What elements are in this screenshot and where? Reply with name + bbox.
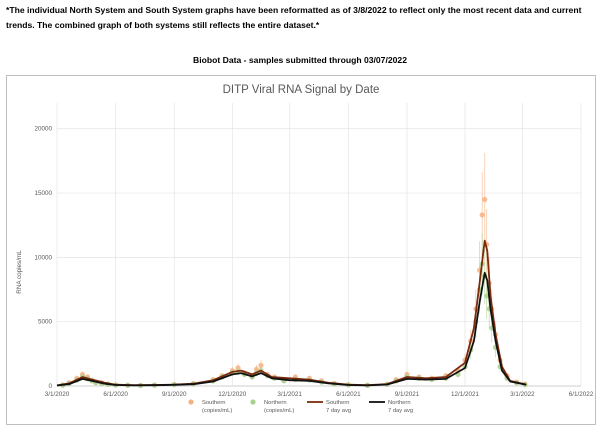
x-tick-label: 9/1/2020 [162,391,187,398]
legend-sublabel: 7 day avg [326,408,351,414]
legend-sublabel: (copies/mL) [264,408,294,414]
x-tick-label: 6/1/2022 [569,391,594,398]
y-tick-label: 0 [48,383,52,390]
viral-rna-chart: DITP Viral RNA Signal by Date 0 5000 10000… [16,84,594,414]
legend-entry: Southern 7 day avg [307,400,351,414]
legend-sublabel: 7 day avg [388,408,413,414]
x-tick-label: 3/1/2021 [277,391,302,398]
y-tick-label: 10000 [34,254,52,261]
chart-title: DITP Viral RNA Signal by Date [223,84,380,96]
legend-marker [188,399,194,405]
scatter-series [60,233,528,389]
data-point [479,212,485,218]
x-tick-label: 9/1/2021 [395,391,420,398]
legend-marker [250,399,256,405]
data-series [56,152,528,389]
x-tick-label: 3/1/2020 [45,391,70,398]
data-subtitle: Biobot Data - samples submitted through … [193,55,407,65]
x-tick-label: 12/1/2020 [218,391,247,398]
avg-line [56,239,527,387]
data-point [258,362,264,369]
axis-labels: 0 5000 10000 15000 20000 3/1/2020 6/1/2020 9/1/… [34,126,593,398]
chart-frame: DITP Viral RNA Signal by Date 0 5000 10000… [6,75,596,425]
x-tick-label: 3/1/2022 [510,391,535,398]
legend-label: Northern [264,400,287,406]
legend-sublabel: (copies/mL) [202,408,232,414]
legend-entry: Northern (copies/mL) [250,399,294,414]
reformat-notice: *The individual North System and South S… [6,5,582,30]
x-tick-label: 6/1/2021 [336,391,361,398]
y-tick-label: 15000 [34,190,52,197]
x-tick-label: 6/1/2020 [103,391,128,398]
data-point [482,196,488,203]
data-point [484,293,490,299]
grid-lines [56,103,582,387]
x-tick-label: 12/1/2021 [451,391,480,398]
data-point [235,365,241,371]
scatter-series [60,152,528,388]
data-point [253,366,260,372]
y-axis-title: RNA copies/mL [16,250,23,294]
legend-entry: Northern 7 day avg [369,400,413,414]
y-tick-label: 5000 [38,319,53,326]
avg-line [56,271,527,387]
legend-entry: Southern (copies/mL) [188,399,232,414]
y-tick-label: 20000 [34,126,52,133]
legend-label: Southern [326,400,350,406]
legend-label: Southern [202,400,226,406]
legend-label: Northern [388,400,411,406]
chart-legend: Southern(copies/mL)Northern(copies/mL)So… [188,399,413,414]
